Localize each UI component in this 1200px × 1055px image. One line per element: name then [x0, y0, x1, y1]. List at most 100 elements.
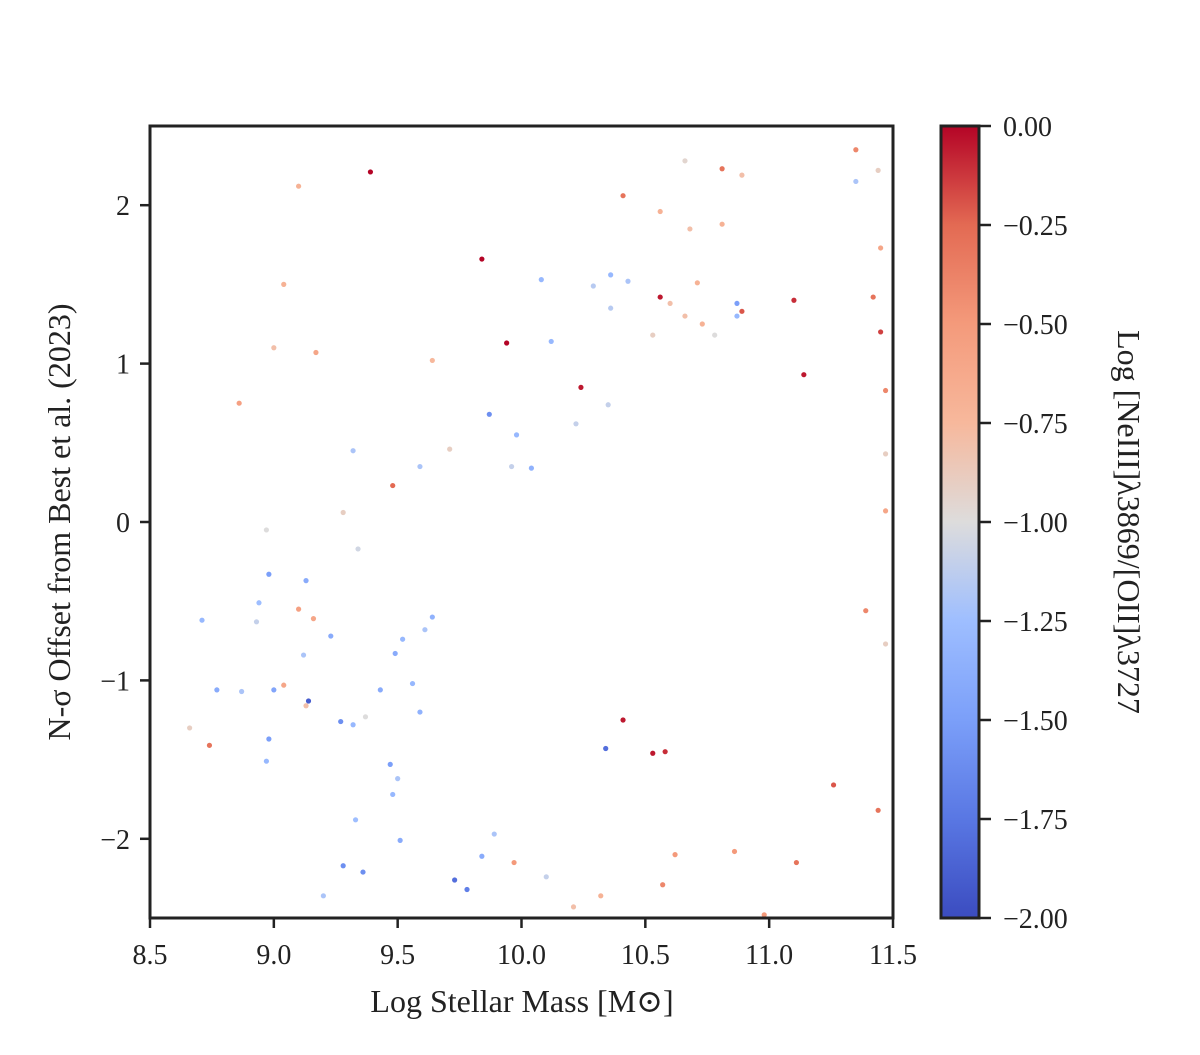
scatter-point — [625, 278, 631, 284]
scatter-point — [422, 627, 428, 633]
colorbar-ticks: 0.00 −0.25 −0.50 −0.75 −1.00 −1.25 −1.50 −1.75 −… — [979, 112, 1068, 935]
x-tick-label: 11.5 — [869, 940, 917, 971]
scatter-point — [650, 750, 656, 756]
scatter-point — [310, 616, 317, 622]
scatter-point — [882, 508, 889, 514]
scatter-point — [256, 600, 262, 606]
scatter-point — [350, 722, 356, 728]
scatter-point — [340, 863, 346, 869]
scatter-point — [543, 874, 549, 880]
scatter-point — [395, 776, 401, 782]
scatter-point — [870, 294, 876, 300]
scatter-point — [409, 680, 416, 687]
scatter-point — [400, 636, 406, 642]
colorbar-tick-label: −1.25 — [1003, 607, 1068, 638]
scatter-point — [719, 166, 725, 172]
scatter-point — [313, 349, 319, 356]
scatter-point — [548, 338, 554, 345]
scatter-point — [305, 698, 312, 704]
y-tick-label: −1 — [100, 666, 130, 697]
scatter-point — [303, 703, 309, 709]
scatter-point — [739, 172, 745, 178]
scatter-point — [605, 402, 611, 408]
colorbar-tick-label: 0.00 — [1003, 112, 1052, 143]
scatter-point — [360, 869, 366, 875]
y-axis-label: N-σ Offset from Best et al. (2023) — [41, 304, 77, 741]
scatter-point — [303, 578, 309, 584]
scatter-point — [266, 571, 272, 577]
scatter-point — [712, 332, 718, 338]
y-tick-label: 1 — [116, 350, 130, 381]
scatter-point — [590, 283, 596, 289]
y-axis: −2 −1 0 1 2 — [100, 191, 150, 856]
scatter-point — [187, 725, 193, 731]
x-tick-label: 10.0 — [497, 940, 546, 971]
scatter-point — [508, 463, 515, 470]
scatter-point — [513, 432, 520, 438]
scatter-point — [328, 633, 334, 639]
scatter-point — [662, 749, 668, 755]
scatter-point — [830, 782, 837, 788]
scatter-point — [731, 848, 738, 855]
colorbar-tick-label: −0.50 — [1003, 310, 1068, 341]
colorbar-tick-label: −0.75 — [1003, 409, 1068, 440]
scatter-point — [214, 687, 220, 693]
colorbar-label: Log [NeIII]λ3869/[OII]λ3727 — [1111, 330, 1147, 714]
scatter-point — [397, 837, 403, 843]
scatter-point — [578, 384, 584, 390]
colorbar-tick-label: −2.00 — [1003, 904, 1068, 935]
scatter-point — [362, 714, 369, 720]
y-tick-label: −2 — [100, 825, 130, 856]
scatter-point — [608, 272, 614, 278]
scatter-points — [187, 147, 889, 918]
scatter-point — [528, 465, 535, 471]
scatter-point — [734, 313, 740, 319]
scatter-point — [447, 446, 453, 452]
scatter-point — [387, 761, 393, 767]
scatter-point — [266, 736, 272, 742]
scatter-point — [687, 226, 693, 232]
colorbar — [941, 126, 979, 918]
scatter-point — [367, 169, 374, 175]
scatter-point — [650, 332, 656, 338]
scatter-point — [390, 482, 396, 489]
scatter-point — [620, 193, 626, 199]
scatter-point — [429, 614, 435, 620]
scatter-point — [853, 147, 859, 153]
scatter-point — [672, 852, 678, 858]
x-axis: 8.5 9.0 9.5 10.0 10.5 11.0 11.5 — [133, 918, 917, 971]
scatter-point — [667, 300, 673, 307]
scatter-point — [464, 886, 470, 893]
scatter-point — [355, 546, 361, 552]
plot-frame — [148, 124, 895, 920]
scatter-point — [875, 167, 881, 173]
scatter-point — [882, 387, 889, 394]
scatter-point — [206, 742, 213, 748]
scatter-point — [239, 688, 245, 695]
scatter-point — [417, 709, 423, 715]
scatter-point — [608, 305, 614, 311]
scatter-point — [863, 608, 869, 614]
scatter-point — [236, 400, 242, 406]
scatter-point — [660, 882, 666, 888]
scatter-point — [598, 893, 604, 899]
scatter-point — [199, 617, 205, 623]
scatter-point — [281, 682, 287, 688]
scatter-point — [882, 451, 889, 457]
scatter-point — [263, 758, 270, 764]
scatter-point — [417, 463, 423, 470]
x-tick-label: 8.5 — [133, 940, 168, 971]
scatter-point — [657, 294, 663, 300]
scatter-point — [603, 745, 609, 752]
y-tick-label: 0 — [116, 508, 130, 539]
scatter-point — [570, 904, 577, 910]
colorbar-tick-label: −1.00 — [1003, 508, 1068, 539]
scatter-point — [263, 527, 270, 533]
colorbar-tick-label: −0.25 — [1003, 211, 1068, 242]
scatter-point — [791, 297, 797, 303]
colorbar-tick-label: −1.50 — [1003, 706, 1068, 737]
scatter-point — [511, 859, 517, 866]
scatter-point — [734, 300, 740, 307]
